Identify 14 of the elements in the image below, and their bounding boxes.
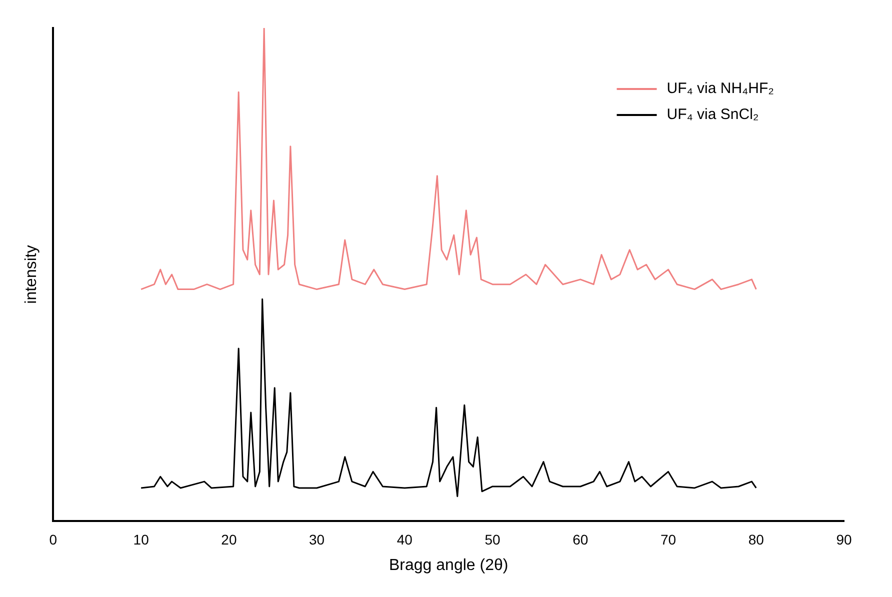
x-tick-label: 70 [660, 531, 676, 548]
x-tick-label: 0 [49, 531, 58, 548]
x-tick-label: 10 [133, 531, 150, 548]
x-tick-label: 40 [396, 531, 413, 548]
x-tick-label: 30 [309, 531, 325, 548]
y-axis-title: intensity [23, 245, 40, 304]
legend-label: UF₄ via NH₄HF₂ [666, 80, 774, 98]
legend-label: UF₄ via SnCl₂ [666, 106, 759, 124]
x-tick-label: 80 [748, 531, 764, 548]
x-axis-title: Bragg angle (2θ) [389, 556, 508, 574]
x-tick-label: 90 [836, 531, 852, 548]
x-tick-label: 50 [484, 531, 501, 548]
x-tick-label: 20 [221, 531, 237, 548]
x-tick-label: 60 [572, 531, 588, 548]
